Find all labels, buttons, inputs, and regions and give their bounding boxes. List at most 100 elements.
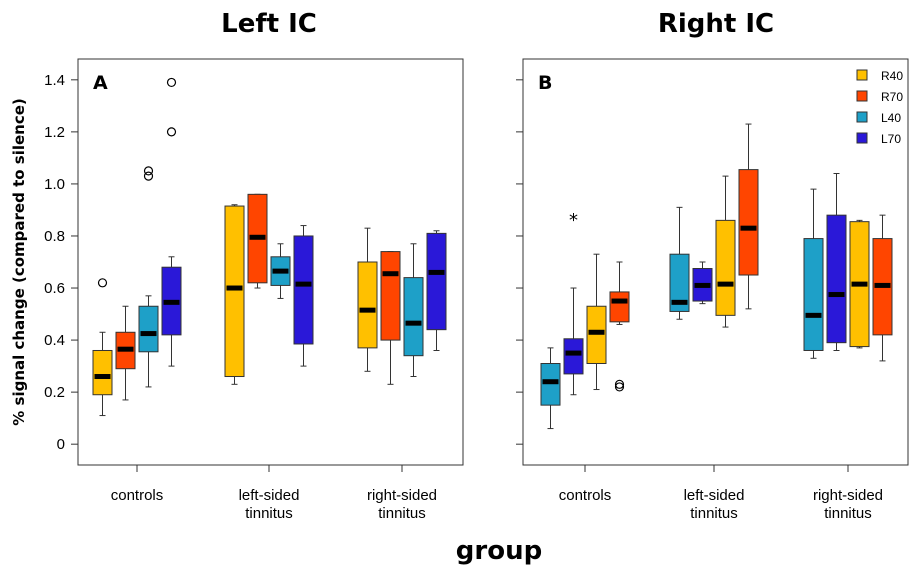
box-body [426,232,447,331]
legend-label-R70: R70 [881,90,903,104]
median-bar [382,271,399,277]
panel-a-letter: A [93,72,108,94]
box-R70-0 [115,305,136,401]
category-label: tinnitus [245,505,293,522]
box-body [540,363,561,406]
box-body [293,235,314,345]
y-tick-label: 1.0 [44,176,65,193]
median-bar [272,268,289,274]
y-tick-label: 0.2 [44,384,65,401]
median-bar [588,329,605,335]
category-label: tinnitus [378,505,426,522]
box-L70-2 [826,173,847,351]
y-tick-label: 1.4 [44,72,65,89]
median-bar [428,269,445,275]
box-body [138,305,159,353]
box-L40-2 [803,188,824,359]
category-label: right-sided [367,487,437,504]
box-body [738,169,759,276]
box-R40-2 [849,219,870,349]
median-bar [163,299,180,305]
box-R40-1 [224,204,245,385]
category-label: right-sided [813,487,883,504]
outlier-point [97,278,108,288]
box-L70-2 [426,230,447,351]
box-R70-0 [609,261,630,392]
box-body [803,238,824,351]
legend-swatch-L40 [856,111,868,123]
median-bar [405,320,422,326]
median-bar [565,350,582,356]
y-tick-label: 1.2 [44,124,65,141]
y-tick-label: 0 [57,436,65,453]
legend-swatch-L70 [856,132,868,144]
box-R70-1 [247,193,268,289]
legend-swatch-R40 [856,69,868,81]
outlier-point [166,127,177,137]
median-bar [295,281,312,287]
outlier-point [143,166,154,176]
box-R70-1 [738,123,759,310]
median-bar [94,374,111,380]
box-L70-0 [161,77,182,367]
outlier-point [166,77,177,88]
category-label: controls [111,487,164,504]
outlier-point [614,379,625,389]
box-R70-2 [872,214,893,362]
outlier-point [614,382,625,392]
category-label: left-sided [684,487,745,504]
box-L40-1 [270,243,291,299]
box-R40-0 [586,253,607,391]
panel-b-title: Right IC [658,9,774,39]
panel-b-letter: B [538,72,552,94]
box-body [563,338,584,375]
extreme-point: * [569,210,578,231]
category-label: tinnitus [824,505,872,522]
category-label: controls [559,487,612,504]
box-body [92,349,113,396]
box-R40-2 [357,227,378,372]
box-body [224,205,245,378]
box-L40-2 [403,243,424,378]
median-bar [671,299,688,305]
median-bar [805,312,822,318]
y-tick-label: 0.8 [44,228,65,245]
median-bar [542,379,559,385]
panel-a-title: Left IC [221,9,317,39]
box-L70-1 [293,225,314,367]
box-body [357,261,378,349]
plot-frame-a [77,58,464,466]
median-bar [694,282,711,288]
box-body [826,214,847,344]
box-L70-1 [692,261,713,305]
box-L40-0 [540,347,561,430]
median-bar [828,292,845,298]
box-R40-0 [92,278,113,417]
median-bar [226,285,243,291]
box-body [403,277,424,357]
median-bar [851,281,868,287]
box-body [609,291,630,323]
box-L40-0 [138,166,159,388]
box-body [715,219,736,316]
box-L40-1 [669,206,690,320]
legend-label-R40: R40 [881,69,903,83]
outlier-point [143,171,154,181]
category-label: left-sided [239,487,300,504]
median-bar [359,307,376,313]
y-axis-label: % signal change (compared to silence) [10,98,28,425]
median-bar [717,281,734,287]
median-bar [117,346,134,352]
category-label: tinnitus [690,505,738,522]
median-bar [874,282,891,288]
box-R70-2 [380,251,401,385]
median-bar [611,298,628,304]
x-axis-label: group [456,536,542,566]
legend-label-L40: L40 [881,111,901,125]
y-tick-label: 0.6 [44,280,65,297]
legend-swatch-R70 [856,90,868,102]
panel-a-plot: 0 0.2 0.4 0.6 0.8 1.0 1.2 1.4 controls left-sided… [44,58,464,522]
legend: R40 R70 L40 L70 [856,69,903,146]
